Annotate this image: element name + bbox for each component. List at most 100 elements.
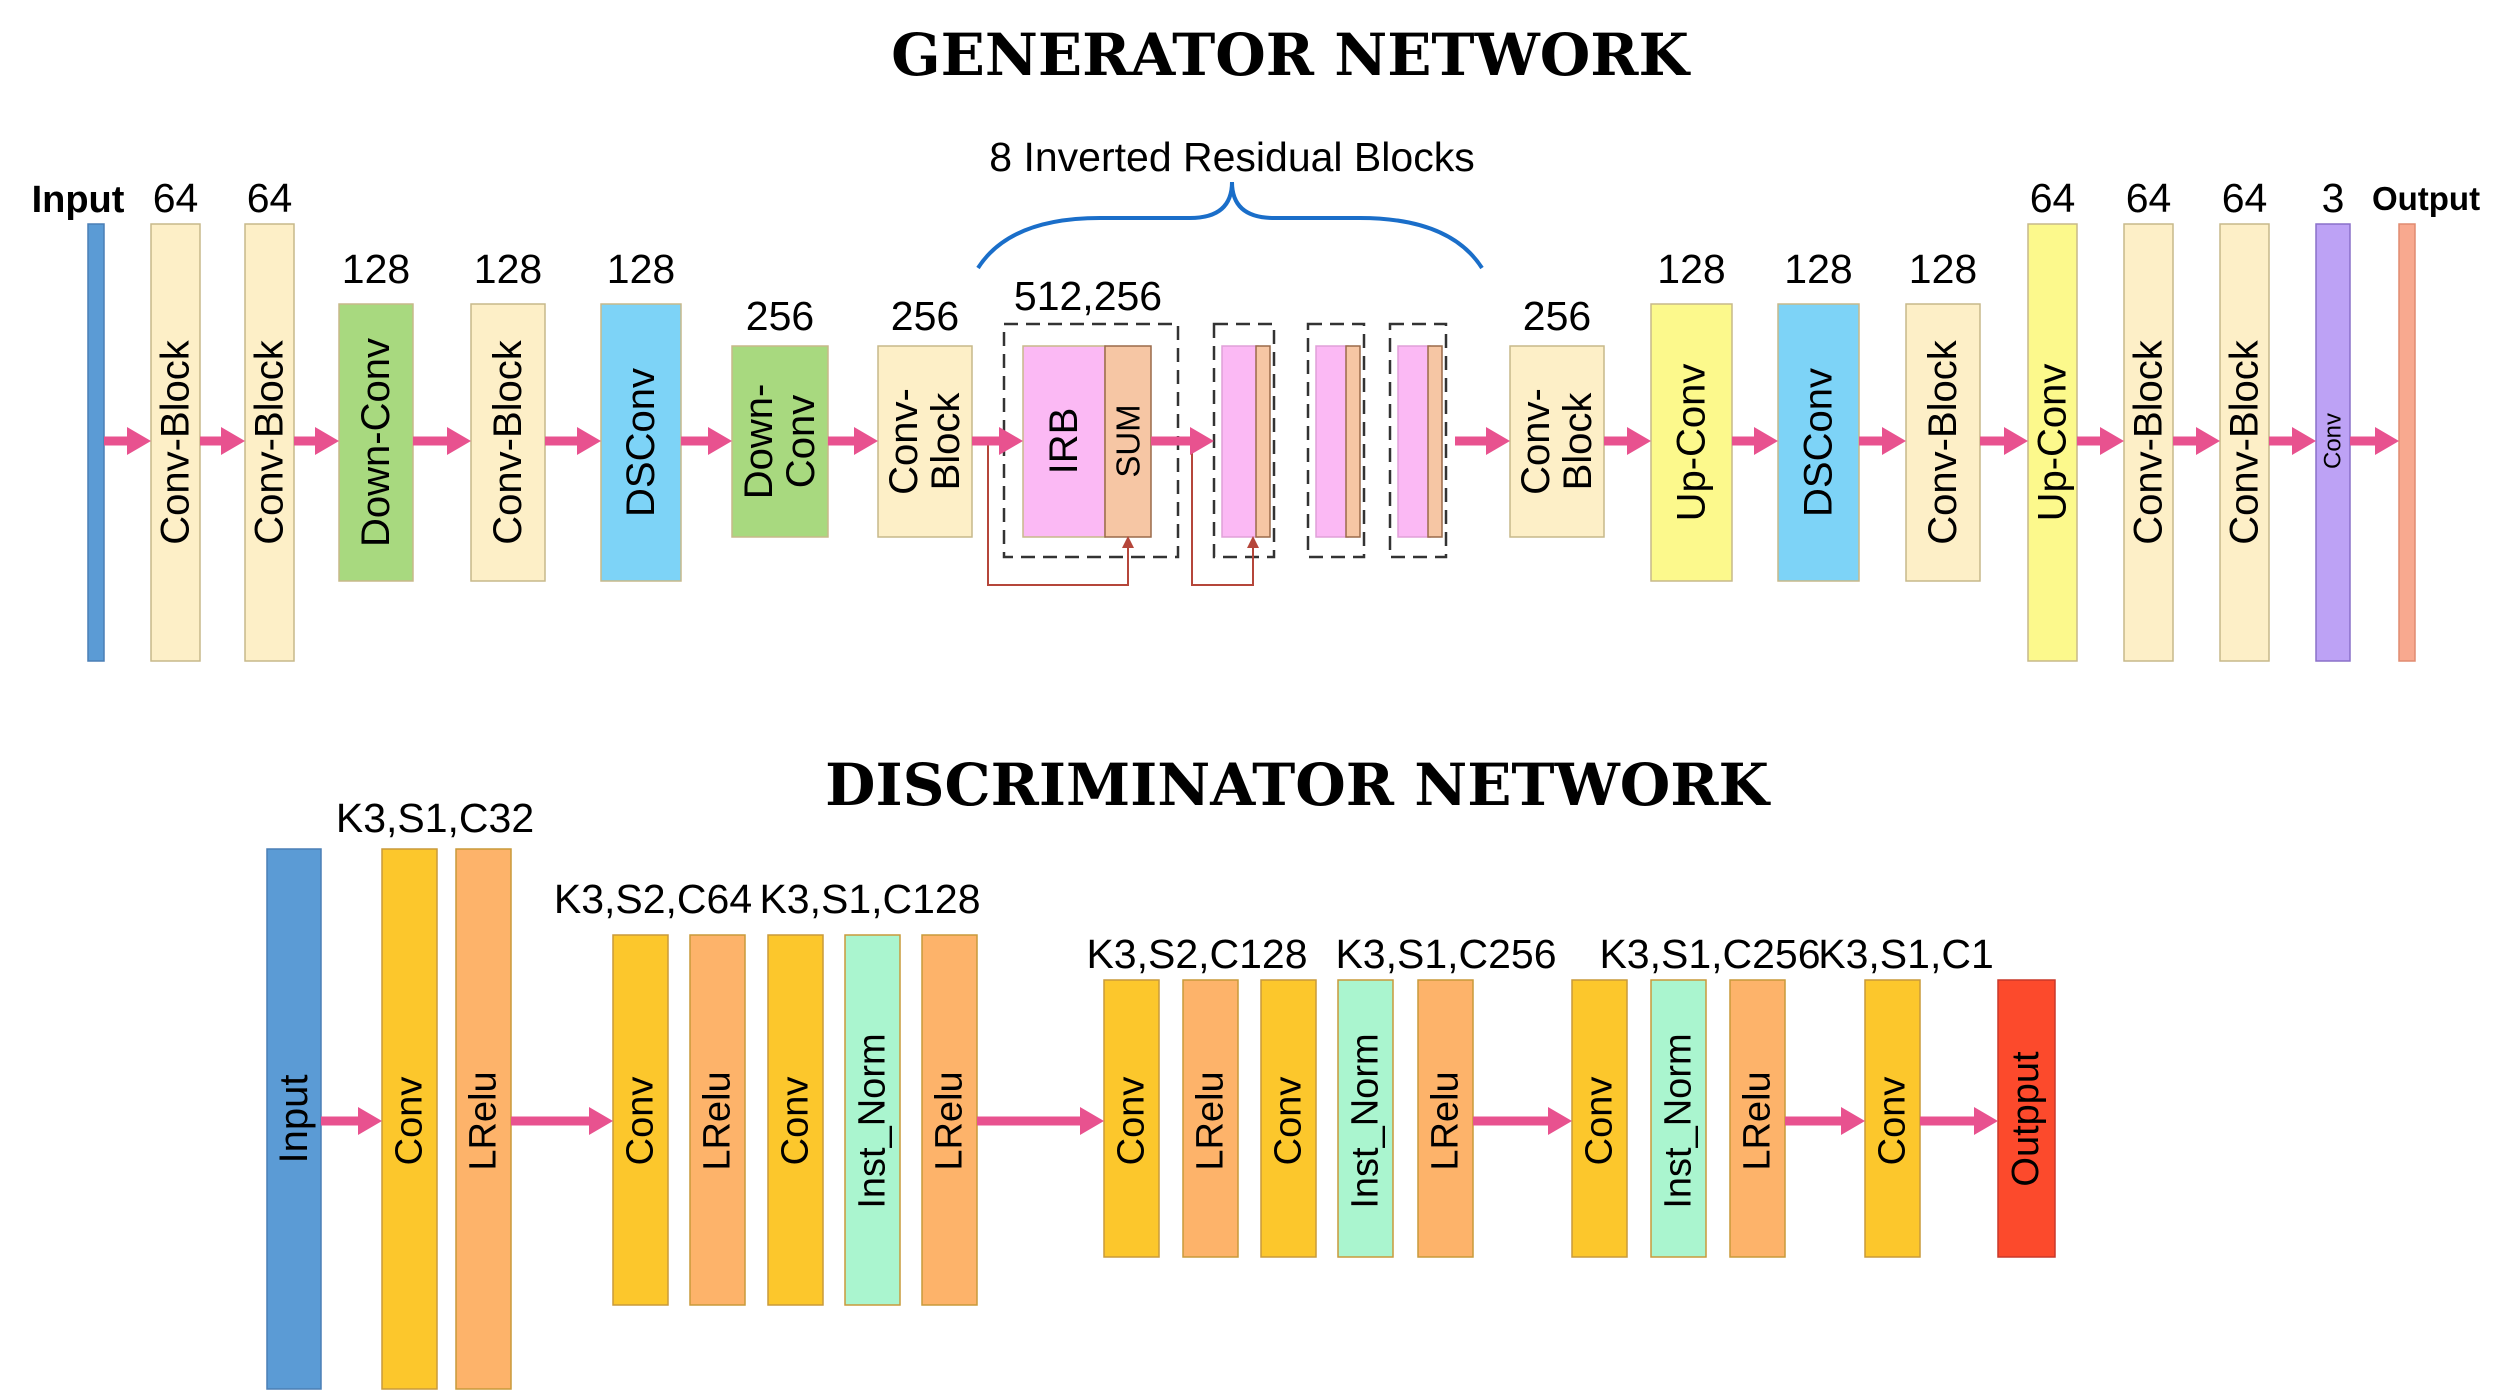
- generator-block-12-label-group: DSConv: [1797, 368, 1841, 517]
- discriminator-layer-7-label-group: LRelu: [929, 1071, 971, 1170]
- generator-block-3-label: Down-Conv: [354, 338, 398, 547]
- discriminator-spec-3: K3,S1,C128: [759, 876, 980, 922]
- generator-block-2-channels: 64: [247, 175, 293, 221]
- discriminator-layer-4: [689, 934, 746, 1306]
- discriminator-spec-2: K3,S2,C64: [554, 876, 752, 922]
- discriminator-spec-4: K3,S2,C128: [1086, 931, 1307, 977]
- generator-block-3-channels: 128: [342, 246, 410, 292]
- generator-block-12-channels: 128: [1784, 246, 1852, 292]
- generator-block-13: [1905, 303, 1981, 582]
- discriminator-layer-12: [1417, 979, 1474, 1258]
- sum-label-group: SUM: [1110, 404, 1147, 477]
- discriminator-layer-8-label: Conv: [1111, 1077, 1153, 1166]
- discriminator-layer-1-label-group: Conv: [389, 1077, 431, 1166]
- irb-block: [1022, 345, 1106, 538]
- discriminator-layer-9: [1182, 979, 1239, 1258]
- generator-block-14-label-group: Up-Conv: [2031, 364, 2075, 522]
- generator-arrow-11-head: [1627, 427, 1651, 455]
- generator-block-11-label: Up-Conv: [1670, 364, 1714, 522]
- generator-block-15-channels: 64: [2126, 175, 2172, 221]
- generator-block-2: [244, 223, 295, 662]
- generator-arrow-10-head: [1486, 427, 1510, 455]
- discriminator-layer-16-label-group: Conv: [1872, 1077, 1914, 1166]
- generator-block-7-channels: 256: [891, 293, 959, 339]
- discriminator-layer-1: [381, 848, 438, 1390]
- generator-block-17-channels: 3: [2322, 175, 2345, 221]
- discriminator-layer-6: [844, 934, 901, 1306]
- generator-block-2-label: Conv-Block: [248, 339, 292, 545]
- sum-mini-block-4: [1427, 345, 1443, 538]
- sum-mini-block-2: [1255, 345, 1271, 538]
- discriminator-layer-5: [767, 934, 824, 1306]
- generator-block-15-label-group: Conv-Block: [2127, 339, 2171, 545]
- generator-input-label: Input: [32, 179, 125, 221]
- discriminator-layer-10-label-group: Conv: [1268, 1077, 1310, 1166]
- discriminator-layer-12-label-group: LRelu: [1425, 1071, 1467, 1170]
- discriminator-spec-7: K3,S1,C1: [1818, 931, 1994, 977]
- discriminator-input-bar: [266, 848, 322, 1390]
- discriminator-input-label: Input: [272, 1075, 316, 1164]
- generator-block-7-label: Conv-: [882, 388, 926, 495]
- generator-arrow-16-head: [2196, 427, 2220, 455]
- generator-block-17: [2315, 223, 2351, 662]
- generator-block-13-label-group: Conv-Block: [1921, 339, 1965, 545]
- discriminator-layer-10-label: Conv: [1268, 1077, 1310, 1166]
- discriminator-layer-10: [1260, 979, 1317, 1258]
- irb-mini-block-2: [1221, 345, 1259, 538]
- discriminator-layer-1-label: Conv: [389, 1077, 431, 1166]
- discriminator-layer-16-label: Conv: [1872, 1077, 1914, 1166]
- irb-mini-block-4: [1397, 345, 1431, 538]
- generator-block-7-label-group: Conv-Block: [882, 388, 968, 495]
- discriminator-layer-3: [612, 934, 669, 1306]
- discriminator-spec-6: K3,S1,C256: [1599, 931, 1820, 977]
- discriminator-layer-5-label-group: Conv: [775, 1077, 817, 1166]
- irb-label: IRB: [1042, 408, 1086, 475]
- generator-arrow-5-head: [577, 427, 601, 455]
- generator-arrow-14-head: [2004, 427, 2028, 455]
- discriminator-layer-2-label: LRelu: [463, 1071, 505, 1170]
- generator-block-16-channels: 64: [2222, 175, 2268, 221]
- generator-block-6: [731, 345, 829, 538]
- generator-arrow-17-head: [2292, 427, 2316, 455]
- generator-block-16-label: Conv-Block: [2223, 339, 2267, 545]
- discriminator-layer-13: [1571, 979, 1628, 1258]
- generator-block-10-label: Conv-: [1514, 388, 1558, 495]
- discriminator-arrow-6-head: [1974, 1107, 1998, 1135]
- generator-block-5-label-group: DSConv: [619, 368, 663, 517]
- generator-block-6-label-group: Down-Conv: [737, 384, 823, 500]
- generator-arrow-15-head: [2100, 427, 2124, 455]
- discriminator-layer-9-label-group: LRelu: [1190, 1071, 1232, 1170]
- generator-arrow-3-head: [315, 427, 339, 455]
- generator-block-4: [470, 303, 546, 582]
- generator-block-3-label-group: Down-Conv: [354, 338, 398, 547]
- skip-connection-1: [987, 441, 1129, 586]
- irb-dashed-box-4: [1388, 322, 1448, 559]
- skip-arrowhead-2: [1247, 536, 1259, 548]
- discriminator-layer-3-label-group: Conv: [620, 1077, 662, 1166]
- discriminator-layer-8: [1103, 979, 1160, 1258]
- generator-block-4-label-group: Conv-Block: [486, 339, 530, 545]
- generator-block-6-label: Conv: [779, 395, 823, 488]
- generator-arrow-8-head: [999, 427, 1023, 455]
- discriminator-layer-16: [1864, 979, 1921, 1258]
- generator-block-17-label: Conv: [2320, 413, 2347, 469]
- discriminator-layer-3-label: Conv: [620, 1077, 662, 1166]
- generator-block-11: [1650, 303, 1733, 582]
- discriminator-layer-9-label: LRelu: [1190, 1071, 1232, 1170]
- generator-block-10-label-group: Conv-Block: [1514, 388, 1600, 495]
- discriminator-layer-6-label: Inst_Norm: [852, 1033, 894, 1208]
- generator-block-14-label: Up-Conv: [2031, 364, 2075, 522]
- generator-arrow-12-head: [1754, 427, 1778, 455]
- discriminator-layer-13-label: Conv: [1579, 1077, 1621, 1166]
- generator-block-5-channels: 128: [607, 246, 675, 292]
- discriminator-layer-8-label-group: Conv: [1111, 1077, 1153, 1166]
- generator-block-4-label: Conv-Block: [486, 339, 530, 545]
- skip-connection-2: [1191, 441, 1254, 586]
- generator-block-15-label: Conv-Block: [2127, 339, 2171, 545]
- discriminator-layer-4-label: LRelu: [697, 1071, 739, 1170]
- generator-block-16-label-group: Conv-Block: [2223, 339, 2267, 545]
- generator-arrow-9-head: [1190, 427, 1214, 455]
- discriminator-layer-14: [1650, 979, 1707, 1258]
